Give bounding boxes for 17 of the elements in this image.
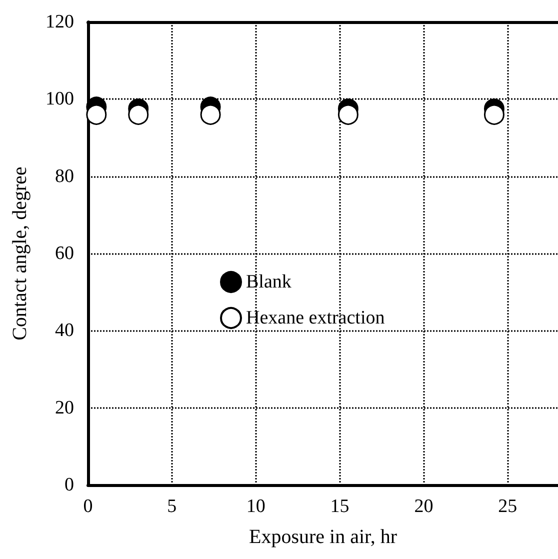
x-axis-title: Exposure in air, hr	[248, 526, 398, 548]
y-tick-label: 100	[46, 88, 74, 110]
x-tick-label: 10	[246, 496, 266, 517]
x-tick-label: 15	[330, 496, 350, 517]
y-axis-title: Contact angle, degree	[9, 166, 31, 340]
x-tick-label: 0	[83, 496, 93, 517]
y-tick-label: 20	[55, 397, 74, 418]
y-tick-label: 120	[46, 12, 74, 32]
y-tick-label: 60	[55, 243, 74, 264]
x-tick-label: 25	[498, 496, 518, 517]
y-tick-label: 0	[64, 474, 74, 496]
legend-label: Hexane extraction	[246, 308, 386, 328]
x-tick-label: 5	[167, 496, 177, 517]
y-tick-label: 80	[55, 166, 74, 187]
y-tick-label: 40	[55, 320, 74, 342]
legend-label: Blank	[246, 272, 292, 292]
x-tick-label: 20	[414, 496, 434, 517]
